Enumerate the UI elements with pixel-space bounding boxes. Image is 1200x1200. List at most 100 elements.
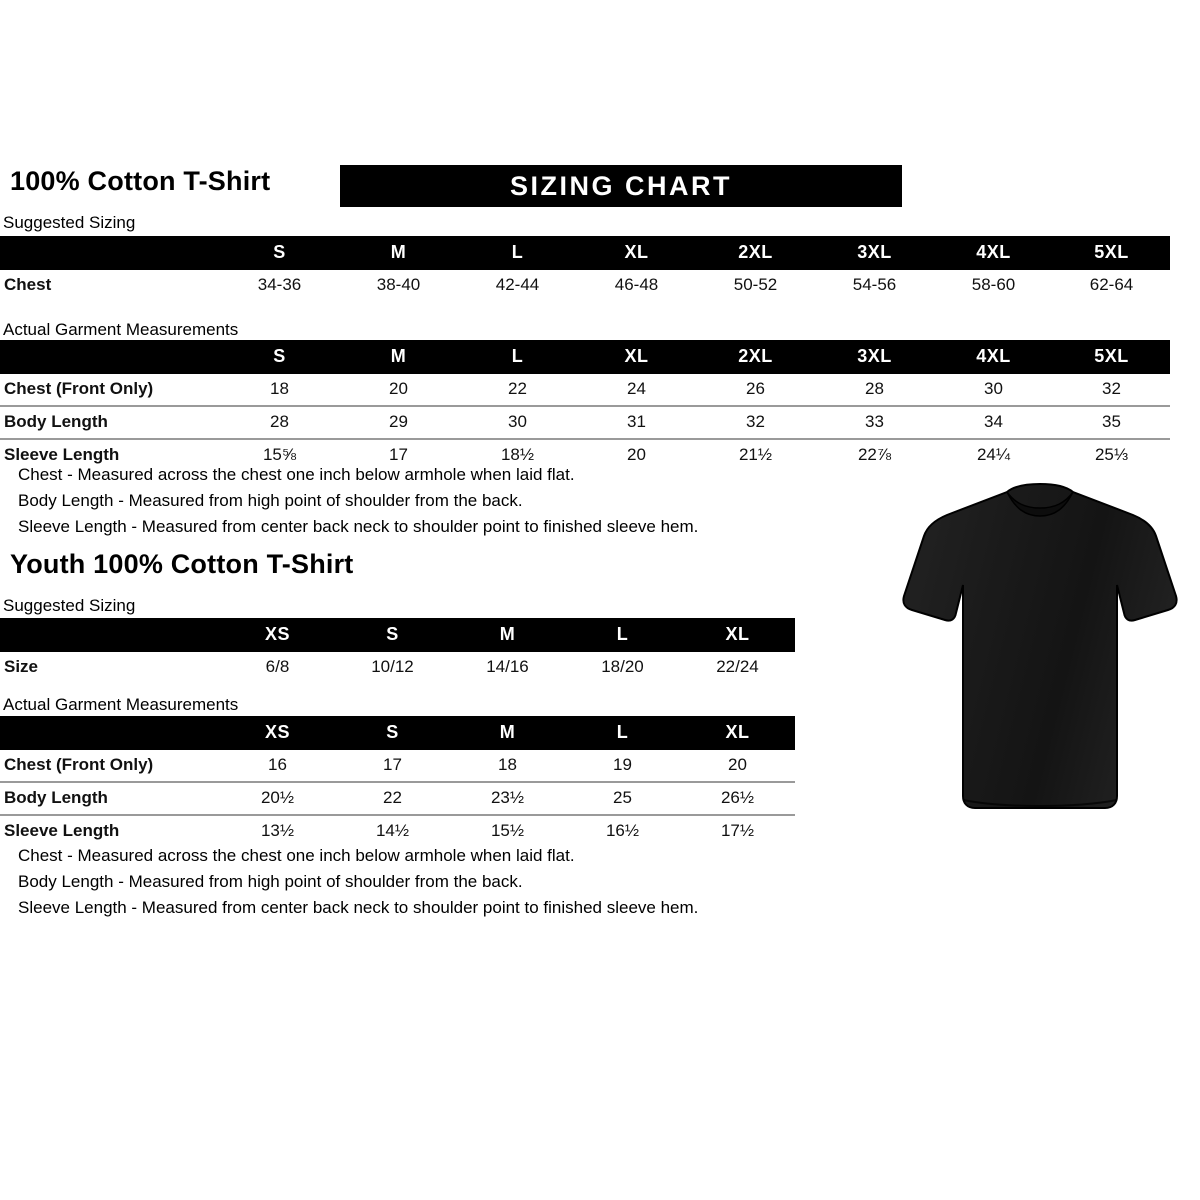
cell-size-l: 18/20 [601,657,644,676]
cell-sleevelength-5xl: 25⅓ [1053,438,1170,471]
cell-size-xl: 22/24 [716,657,759,676]
table-row: Sleeve Length 13½ 14½ 15½ 16½ 17½ [0,814,795,847]
row-label-size: Size [4,657,39,676]
column-header-xl: XL [725,722,750,742]
cell-chestfront-l: 19 [613,755,632,774]
column-header-l: L [511,242,524,262]
column-header-xl: XL [624,346,649,366]
youth-actual-garment-measurements-label: Actual Garment Measurements [3,695,239,714]
cell-sleevelength-xl: 17½ [680,814,795,847]
cell-sleevelength-l: 18½ [458,438,577,471]
column-header-m: M [390,346,407,366]
cell-bodylength-m: 23½ [450,781,565,815]
table-header-row: S M L XL 2XL 3XL 4XL 5XL [0,236,1170,270]
row-label-sleeve-length: Sleeve Length [0,814,220,847]
cell-bodylength-s: 28 [220,405,339,439]
cell-size-s: 10/12 [371,657,414,676]
adult-measurements-table: S M L XL 2XL 3XL 4XL 5XL Chest (Front On… [0,340,1170,471]
cell-chestfront-2xl: 26 [746,379,765,398]
note-sleeve-length: Sleeve Length - Measured from center bac… [18,517,699,536]
row-label-body-length: Body Length [0,405,220,439]
adult-suggested-sizing-label: Suggested Sizing [3,213,136,232]
cell-bodylength-l: 25 [565,781,680,815]
column-header-rowlabel [0,236,220,270]
table-row: Body Length 20½ 22 23½ 25 26½ [0,781,795,815]
column-header-5xl: 5XL [1094,346,1129,366]
column-header-m: M [499,624,516,644]
cell-chestfront-4xl: 30 [984,379,1003,398]
column-header-rowlabel [0,340,220,374]
tshirt-icon [902,482,1178,809]
cell-sleevelength-xl: 20 [577,438,696,471]
column-header-xs: XS [264,722,290,742]
note-body-length: Body Length - Measured from high point o… [18,872,523,891]
cell-sleevelength-l: 16½ [565,814,680,847]
column-header-2xl: 2XL [738,242,773,262]
note-chest: Chest - Measured across the chest one in… [18,846,575,865]
cell-bodylength-s: 22 [335,781,450,815]
adult-suggested-sizing-table: S M L XL 2XL 3XL 4XL 5XL Chest 34-36 38-… [0,236,1170,301]
cell-chest-2xl: 50-52 [733,275,778,294]
sizing-chart-banner: SIZING CHART [340,165,902,207]
column-header-xl: XL [624,242,649,262]
column-header-rowlabel [0,618,220,652]
table-header-row: XS S M L XL [0,716,795,750]
row-label-sleeve-length: Sleeve Length [0,438,220,471]
table-row: Chest (Front Only) 16 17 18 19 20 [0,750,795,782]
cell-chest-3xl: 54-56 [852,275,897,294]
row-label-chest-front-only: Chest (Front Only) [4,755,154,774]
cell-bodylength-xs: 20½ [220,781,335,815]
cell-chest-m: 38-40 [376,275,421,294]
cell-sleevelength-s: 14½ [335,814,450,847]
table-header-row: S M L XL 2XL 3XL 4XL 5XL [0,340,1170,374]
cell-chest-4xl: 58-60 [971,275,1016,294]
cell-chestfront-xl: 24 [627,379,646,398]
cell-sleevelength-m: 17 [339,438,458,471]
cell-bodylength-xl: 31 [577,405,696,439]
column-header-m: M [390,242,407,262]
adult-section-title: 100% Cotton T-Shirt [10,166,271,196]
cell-bodylength-l: 30 [458,405,577,439]
column-header-s: S [386,722,399,742]
table-header-row: XS S M L XL [0,618,795,652]
column-header-s: S [273,242,286,262]
sizing-chart-banner-label: SIZING CHART [510,170,732,201]
note-chest: Chest - Measured across the chest one in… [18,465,575,484]
cell-chestfront-xl: 20 [728,755,747,774]
column-header-4xl: 4XL [976,346,1011,366]
cell-chestfront-s: 17 [383,755,402,774]
cell-sleevelength-3xl: 22⅞ [815,438,934,471]
cell-chest-xl: 46-48 [614,275,659,294]
cell-chestfront-m: 20 [389,379,408,398]
cell-chestfront-xs: 16 [268,755,287,774]
cell-bodylength-3xl: 33 [815,405,934,439]
table-row: Sleeve Length 15⅝ 17 18½ 20 21½ 22⅞ 24¼ … [0,438,1170,471]
column-header-2xl: 2XL [738,346,773,366]
column-header-l: L [511,346,524,366]
column-header-xs: XS [264,624,290,644]
youth-measurements-table: XS S M L XL Chest (Front Only) 16 17 18 … [0,716,795,847]
row-label-body-length: Body Length [0,781,220,815]
column-header-3xl: 3XL [857,242,892,262]
table-row: Body Length 28 29 30 31 32 33 34 35 [0,405,1170,439]
column-header-s: S [273,346,286,366]
column-header-s: S [386,624,399,644]
youth-suggested-sizing-table: XS S M L XL Size 6/8 10/12 14/16 18/20 2… [0,618,795,683]
adult-measurement-notes: Chest - Measured across the chest one in… [18,462,698,540]
cell-bodylength-5xl: 35 [1053,405,1170,439]
row-label-chest-front-only: Chest (Front Only) [4,379,154,398]
youth-suggested-sizing-label: Suggested Sizing [3,596,136,615]
cell-chestfront-5xl: 32 [1102,379,1121,398]
cell-chest-s: 34-36 [257,275,302,294]
column-header-4xl: 4XL [976,242,1011,262]
cell-size-m: 14/16 [486,657,529,676]
column-header-5xl: 5XL [1094,242,1129,262]
column-header-l: L [616,722,629,742]
cell-chestfront-s: 18 [270,379,289,398]
column-header-rowlabel [0,716,220,750]
cell-size-xs: 6/8 [265,657,290,676]
table-row: Chest (Front Only) 18 20 22 24 26 28 30 … [0,374,1170,406]
column-header-m: M [499,722,516,742]
cell-bodylength-4xl: 34 [934,405,1053,439]
